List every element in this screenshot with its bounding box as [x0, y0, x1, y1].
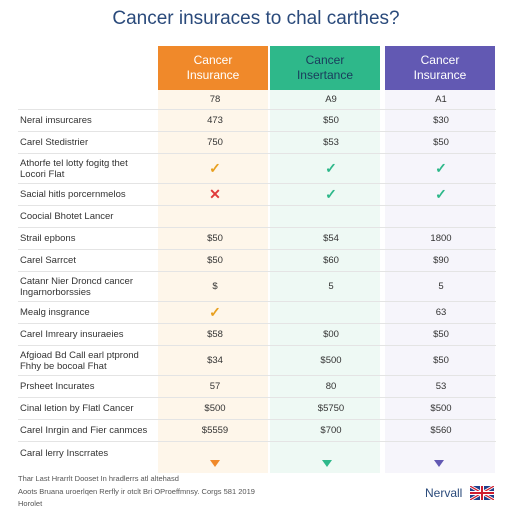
table-row: Caral lerry Inscrrates [18, 442, 496, 464]
table-row: Afgioad Bd Call earl ptprond Fhhy be boc… [18, 346, 496, 376]
row-label: Carel Inrgin and Fier canmces [20, 425, 148, 436]
table-row: Strail epbons $50 $54 1800 [18, 228, 496, 250]
column-header-3: Cancer Insurance [385, 46, 495, 90]
table-cell: $58 [207, 329, 223, 340]
check-icon: ✓ [325, 186, 337, 202]
table-row: Athorfe tel lotty fogitg thet Locori Fla… [18, 154, 496, 184]
table-cell: $53 [323, 137, 339, 148]
row-label: Athorfe tel lotty fogitg thet Locori Fla… [20, 157, 128, 180]
table-cell [276, 206, 386, 227]
table-row: Neral imsurcares 473 $50 $30 [18, 110, 496, 132]
footer-line-1: Thar Last Hrarrlt Dooset In hradlerrs at… [18, 474, 179, 483]
table-cell: 750 [207, 137, 223, 148]
uk-flag-icon [470, 486, 494, 500]
table-cell: 1800 [430, 233, 452, 244]
table-row: Carel Inrgin and Fier canmces $5559 $700 $5… [18, 420, 496, 442]
footer-line-3: Horolet [18, 499, 43, 508]
table-row: Cinal letion by Flatl Cancer $500 $5750 $50… [18, 398, 496, 420]
row-label: Sacial hitls porcernmelos [20, 189, 126, 200]
row-label: Caral lerry Inscrrates [20, 447, 109, 459]
row-label: Neral imsurcares [20, 115, 92, 126]
row-label: Prsheet Incurates [20, 381, 95, 392]
table-row: Catanr Nier Droncd cancer Ingarnorborssi… [18, 272, 496, 302]
table-cell [160, 206, 270, 227]
table-cell: $50 [433, 137, 449, 148]
row-label: Strail epbons [20, 233, 76, 244]
table-cell: 57 [209, 381, 221, 392]
table-row: Carel Sarrcet $50 $60 $90 [18, 250, 496, 272]
table-cell: $00 [323, 329, 339, 340]
table-cell: $30 [433, 115, 449, 126]
column-header-2: Cancer Insertance [270, 46, 380, 90]
row-label: Catanr Nier Droncd cancer Ingarnorborssi… [20, 275, 133, 298]
column-header-3-label: Cancer Insurance [413, 53, 467, 82]
footer-line-2: Aoots Bruana uroerlqen Rerfly ir otclt B… [18, 487, 255, 496]
down-triangle-icon [322, 460, 332, 467]
column-header-1-label: Cancer Insurance [186, 53, 240, 82]
table-cell: $700 [320, 425, 342, 436]
table-cell: $90 [433, 255, 449, 266]
row-label: Afgioad Bd Call earl ptprond Fhhy be boc… [20, 349, 139, 372]
chart-title: Cancer insuraces to chal carthes? [112, 8, 400, 29]
table-cell: $500 [204, 403, 226, 414]
table-cell: 473 [207, 115, 223, 126]
column-header-2-label: Cancer Insertance [296, 53, 354, 82]
row-label: Carel Stedistrier [20, 137, 89, 148]
row-label: Cinal letion by Flatl Cancer [20, 403, 134, 414]
table-cell: $54 [323, 233, 339, 244]
check-icon: ✓ [209, 160, 221, 176]
table-cell: 5 [328, 281, 334, 292]
table-row: Coocial Bhotet Lancer [18, 206, 496, 228]
table-cell: $50 [323, 115, 339, 126]
column-header-1: Cancer Insurance [158, 46, 268, 90]
table-row: Carel Imreary insuraeies $58 $00 $50 [18, 324, 496, 346]
table-cell: A9 [325, 94, 337, 105]
table-cell: $ [212, 281, 218, 292]
table-cell: A1 [435, 94, 447, 105]
check-icon: ✓ [435, 160, 447, 176]
down-triangle-icon [210, 460, 220, 467]
header-values-row: 78 A9 A1 [18, 90, 496, 110]
down-triangle-icon [434, 460, 444, 467]
table-cell: $500 [430, 403, 452, 414]
table-cell: 78 [209, 94, 221, 105]
row-label: Mealg insgrance [20, 307, 90, 318]
table-row: Sacial hitls porcernmelos ✕ ✓ ✓ [18, 184, 496, 206]
table-cell: $34 [207, 355, 223, 366]
table-row: Mealg insgrance ✓ 63 [18, 302, 496, 324]
table-cell: 63 [435, 307, 447, 318]
table-cell: $5750 [317, 403, 345, 414]
table-cell: $50 [433, 355, 449, 366]
table-cell: $5559 [201, 425, 229, 436]
check-icon: ✓ [209, 304, 221, 320]
row-label: Coocial Bhotet Lancer [20, 211, 114, 222]
table-cell: $500 [320, 355, 342, 366]
table-cell: 80 [325, 381, 337, 392]
table-cell: $50 [433, 329, 449, 340]
table-cell: $60 [323, 255, 339, 266]
table-row: Prsheet Incurates 57 80 53 [18, 376, 496, 398]
table-row: Carel Stedistrier 750 $53 $50 [18, 132, 496, 154]
row-label: Carel Imreary insuraeies [20, 329, 124, 340]
table-cell [276, 302, 386, 323]
table-cell: 53 [435, 381, 447, 392]
cross-icon: ✕ [209, 186, 221, 202]
check-icon: ✓ [325, 160, 337, 176]
table-cell: $50 [207, 233, 223, 244]
row-label: Carel Sarrcet [20, 255, 76, 266]
table-cell: $560 [430, 425, 452, 436]
table-cell: 5 [438, 281, 444, 292]
brand-logo: Nervall [425, 486, 463, 500]
table-cell: $50 [207, 255, 223, 266]
check-icon: ✓ [435, 186, 447, 202]
table-cell [386, 206, 496, 227]
